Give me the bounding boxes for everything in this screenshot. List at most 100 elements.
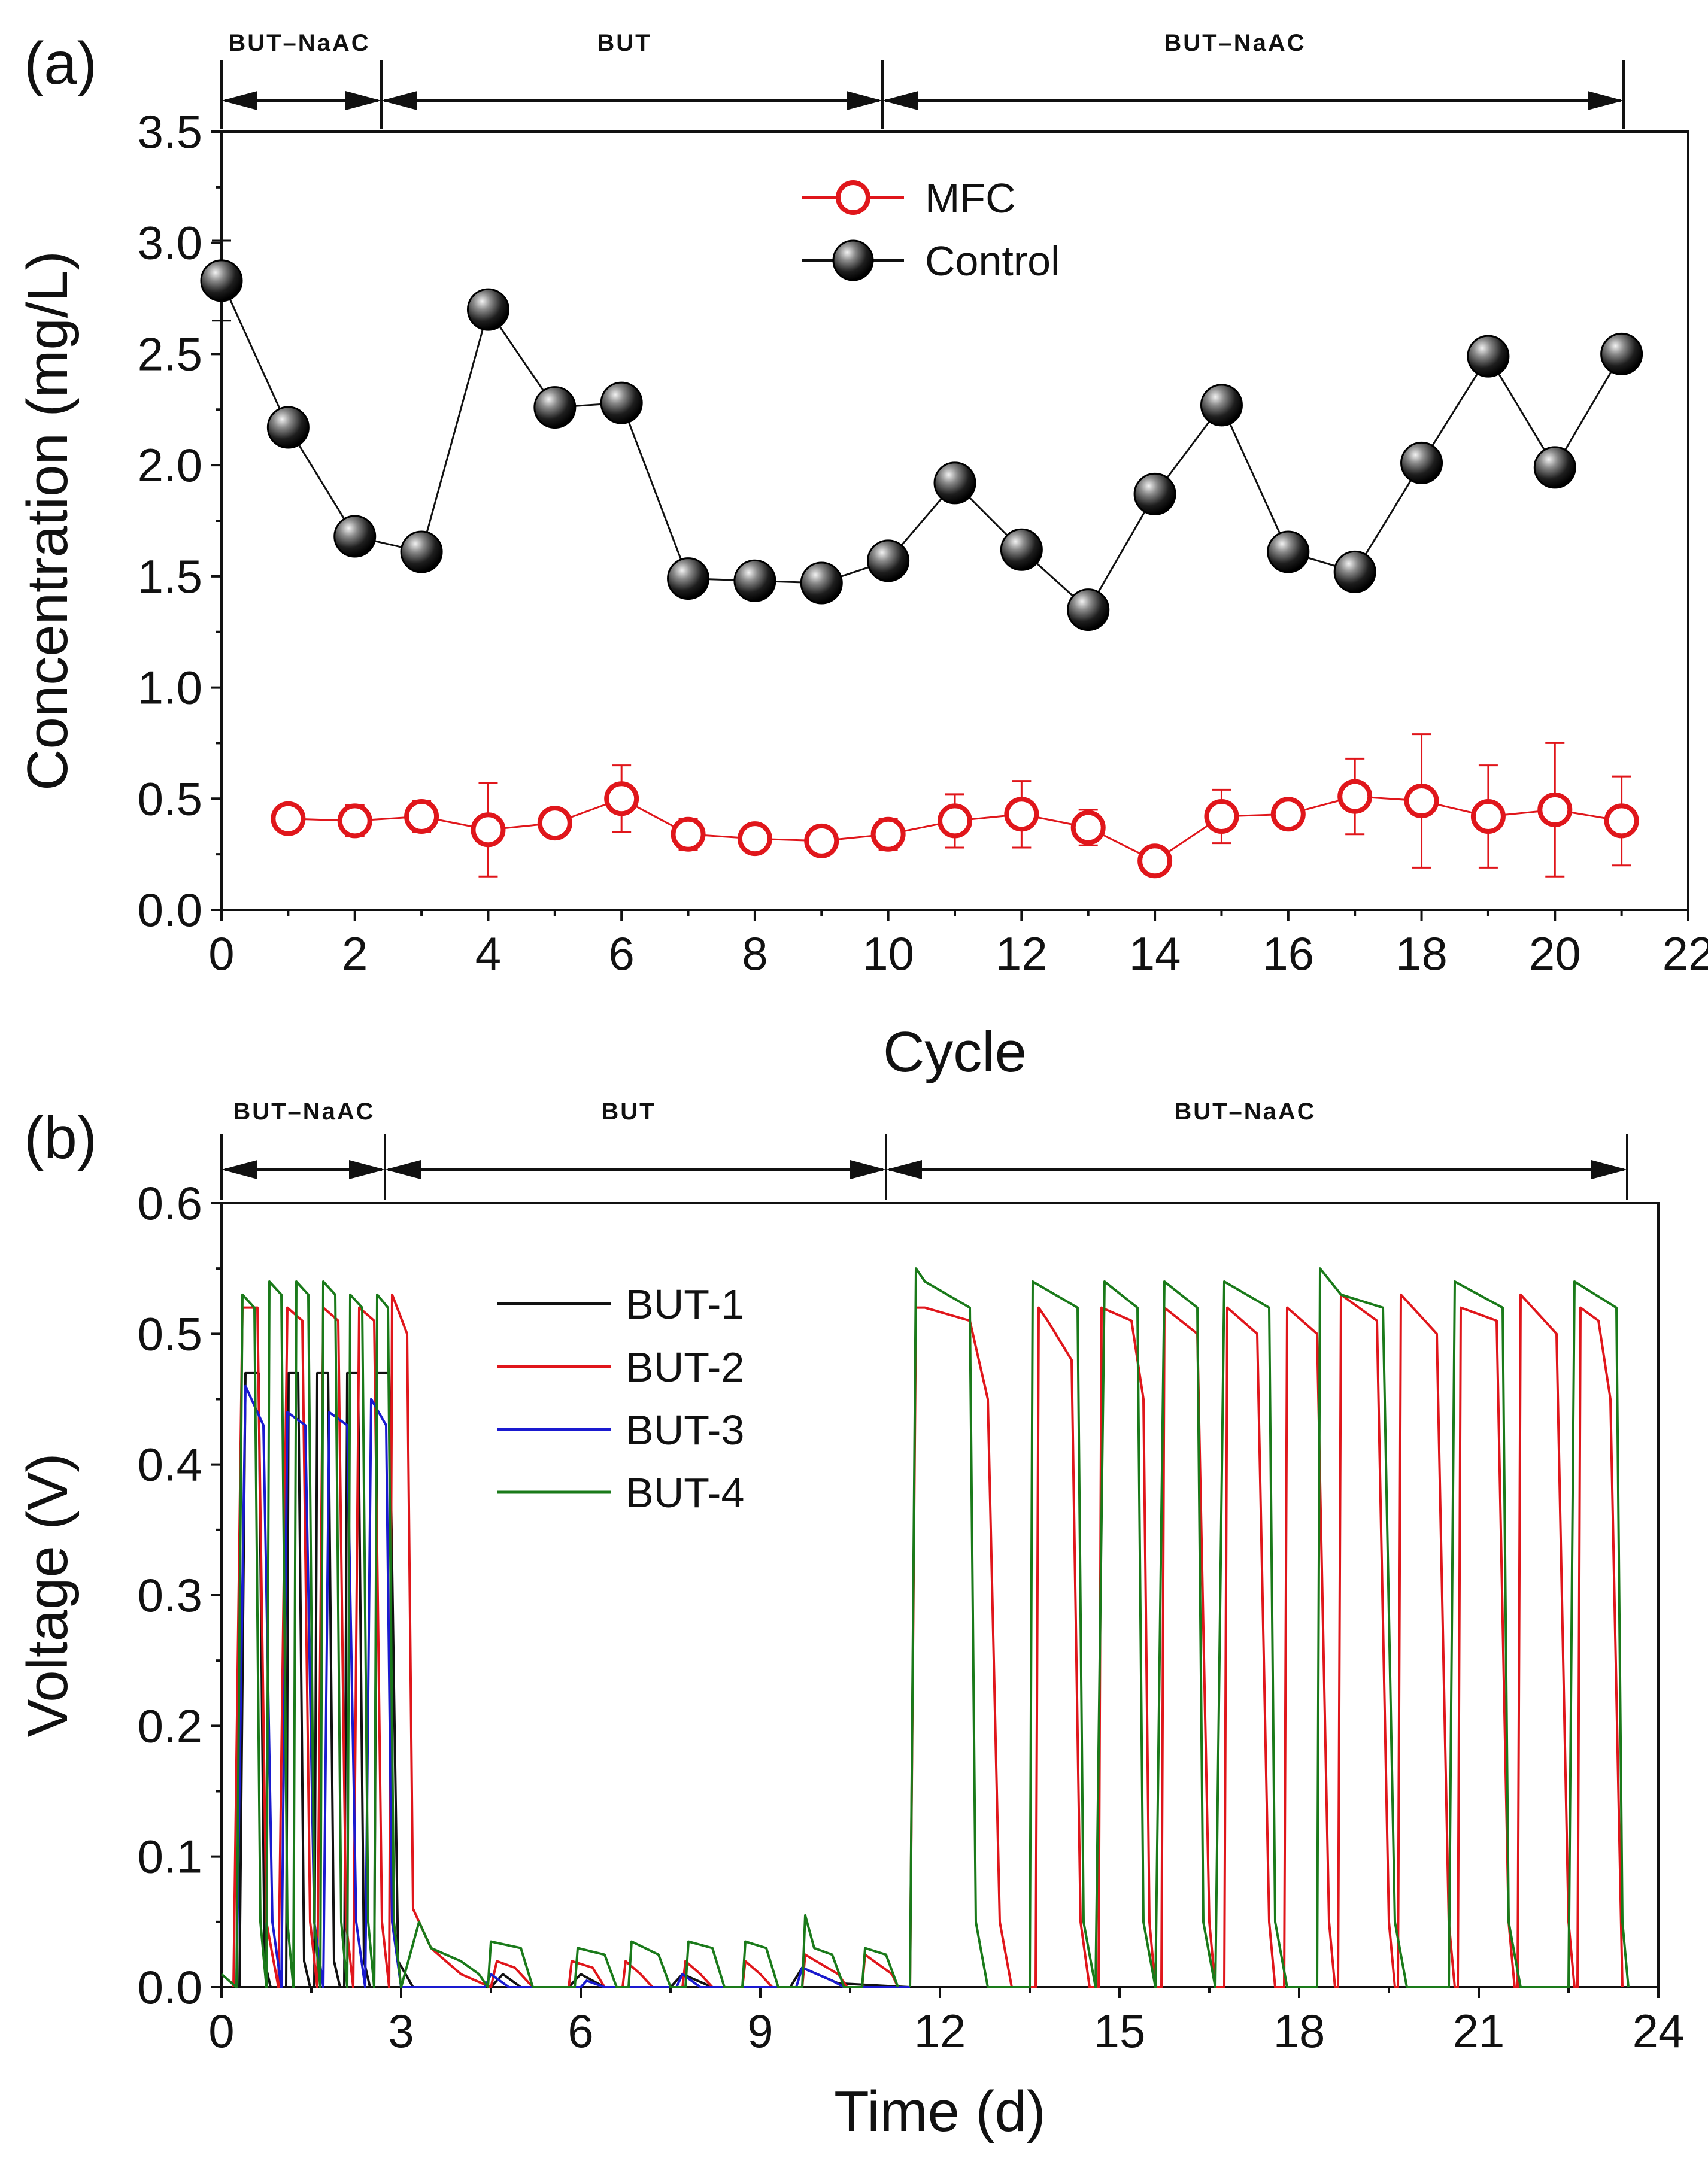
- data-point: [870, 816, 906, 852]
- panel-a-phase-label-1: BUT–NaAC: [228, 30, 370, 56]
- legend-control-marker: [832, 239, 874, 281]
- y-tick-label: 0.5: [138, 1307, 202, 1360]
- panel-a-arrowhead: [345, 91, 381, 110]
- y-tick-label: 0.4: [138, 1438, 202, 1491]
- data-point: [1204, 799, 1239, 834]
- data-point: [671, 816, 706, 852]
- panel-b-arrowhead: [349, 1160, 385, 1179]
- y-tick-label: 0.0: [138, 1961, 202, 2014]
- panel-b-legend: BUT-1 BUT-2 BUT-3 BUT-4: [497, 1281, 744, 1516]
- y-tick-label: 0.2: [138, 1699, 202, 1752]
- panel-a-tick-labels: 0 2 4 6 8 10 12 14 16 18 20 22 0.0 0.5 1.0 1.5 2.0 2.5 3.0…: [138, 105, 1708, 980]
- data-point: [1604, 803, 1639, 839]
- panel-b-arrowhead: [385, 1160, 421, 1179]
- y-tick-label: 1.5: [138, 550, 202, 603]
- panel-a-axis-ticks: [211, 130, 1689, 921]
- series-control-line: [220, 280, 1622, 611]
- y-tick-label: 0.3: [138, 1569, 202, 1622]
- series-control: [200, 239, 1643, 631]
- x-tick-label: 4: [475, 927, 501, 980]
- data-point: [667, 557, 710, 600]
- x-tick-label: 12: [996, 927, 1048, 980]
- data-point: [337, 803, 372, 839]
- panel-b-axis-ticks: [211, 1202, 1660, 1998]
- panel-b-phase-annotations: BUT–NaAC BUT BUT–NaAC: [220, 1098, 1628, 1200]
- data-point: [1000, 528, 1043, 571]
- series-but-3-line: [235, 1384, 910, 1988]
- x-tick-label: 12: [914, 2005, 966, 2057]
- data-point: [400, 530, 443, 573]
- y-tick-label: 2.5: [138, 327, 202, 380]
- legend-but-3-label: BUT-3: [626, 1407, 744, 1453]
- y-tick-label: 0.1: [138, 1830, 202, 1883]
- panel-b-y-axis-title: Voltage (V): [16, 1453, 80, 1738]
- data-point: [1337, 779, 1373, 814]
- panel-a-phase-label-2: BUT: [597, 30, 651, 56]
- x-tick-label: 9: [747, 2005, 773, 2057]
- x-tick-label: 6: [568, 2005, 593, 2057]
- data-point: [800, 561, 843, 605]
- y-tick-label: 2.0: [138, 439, 202, 491]
- x-tick-label: 3: [388, 2005, 414, 2057]
- panel-a-arrowhead: [222, 91, 257, 110]
- x-tick-label: 8: [742, 927, 767, 980]
- data-point: [604, 781, 639, 816]
- panel-b-phase-label-3: BUT–NaAC: [1174, 1098, 1316, 1125]
- panel-b-x-axis-title: Time (d): [834, 2079, 1046, 2143]
- data-point: [1267, 530, 1310, 573]
- panel-a-arrowhead: [882, 91, 918, 110]
- series-but-2-line: [232, 1293, 899, 1988]
- data-point: [471, 812, 506, 848]
- data-point: [1404, 784, 1439, 818]
- chart-panel-b: (b) BUT–NaAC BUT BUT–NaAC 0 3 6 9 12 15 18 21 24…: [16, 1098, 1684, 2143]
- y-tick-label: 0.6: [138, 1177, 202, 1229]
- data-point: [1200, 384, 1243, 427]
- y-tick-label: 3.5: [138, 105, 202, 158]
- panel-a-arrowhead: [381, 91, 417, 110]
- panel-b-arrowhead: [222, 1160, 257, 1179]
- x-tick-label: 0: [208, 2005, 234, 2057]
- panel-a-arrowhead: [1588, 91, 1624, 110]
- x-tick-label: 14: [1129, 927, 1181, 980]
- panel-a-arrowhead: [847, 91, 882, 110]
- legend-but-4-label: BUT-4: [626, 1469, 744, 1516]
- y-tick-label: 0.0: [138, 883, 202, 936]
- series-but-4-line: [909, 1267, 1630, 1988]
- data-point: [271, 801, 306, 836]
- data-point: [537, 806, 572, 841]
- x-tick-label: 18: [1395, 927, 1448, 980]
- chart-panel-a: (a) BUT–NaAC BUT BUT–NaAC 0 2 4 6 8 10 12 14 16 1…: [16, 30, 1708, 1084]
- y-tick-label: 0.5: [138, 772, 202, 825]
- series-but-3: [235, 1384, 910, 1988]
- x-tick-label: 0: [208, 927, 234, 980]
- x-tick-label: 21: [1453, 2005, 1505, 2057]
- data-point: [938, 803, 972, 839]
- panel-a-legend: MFC Control: [802, 175, 1060, 284]
- legend-but-1-label: BUT-1: [626, 1281, 744, 1328]
- data-point: [867, 539, 910, 582]
- data-point: [1400, 441, 1443, 484]
- data-point: [333, 515, 377, 558]
- panel-b-phase-label-1: BUT–NaAC: [233, 1098, 375, 1125]
- data-point: [533, 386, 577, 429]
- series-but-2: [232, 1293, 1624, 1988]
- data-point: [200, 259, 243, 302]
- panel-a-phase-label-3: BUT–NaAC: [1164, 30, 1306, 56]
- data-point: [1470, 799, 1506, 834]
- data-point: [466, 288, 509, 331]
- panel-b-arrowhead: [850, 1160, 886, 1179]
- x-tick-label: 24: [1633, 2005, 1685, 2057]
- series-but-4: [220, 1267, 1630, 1988]
- panel-b-series: [220, 1267, 1630, 1988]
- x-tick-label: 6: [608, 927, 634, 980]
- x-tick-label: 16: [1262, 927, 1314, 980]
- x-tick-label: 2: [342, 927, 368, 980]
- legend-mfc-label: MFC: [925, 175, 1016, 221]
- panel-a-x-axis-title: Cycle: [883, 1020, 1027, 1084]
- data-point: [1070, 810, 1106, 845]
- x-tick-label: 22: [1663, 927, 1708, 980]
- data-point: [1533, 446, 1576, 489]
- panel-b-phase-label-2: BUT: [601, 1098, 656, 1125]
- data-point: [600, 381, 643, 424]
